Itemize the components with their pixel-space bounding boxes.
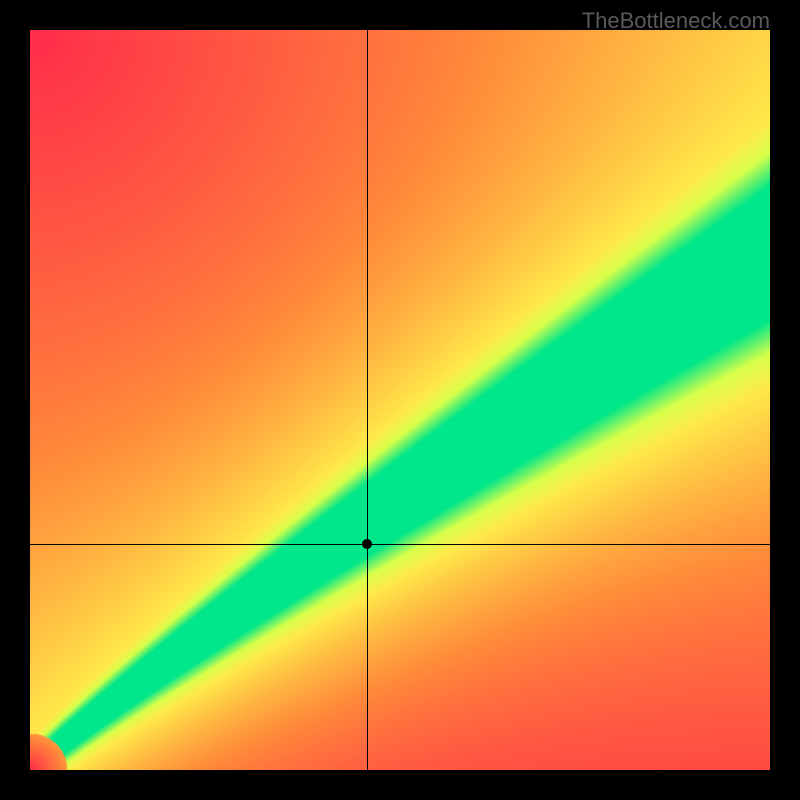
crosshair-marker <box>362 539 372 549</box>
chart-container: TheBottleneck.com <box>0 0 800 800</box>
crosshair-horizontal <box>30 544 770 545</box>
heatmap-plot <box>30 30 770 770</box>
heatmap-canvas <box>30 30 770 770</box>
crosshair-vertical <box>367 30 368 770</box>
watermark-text: TheBottleneck.com <box>582 8 770 34</box>
